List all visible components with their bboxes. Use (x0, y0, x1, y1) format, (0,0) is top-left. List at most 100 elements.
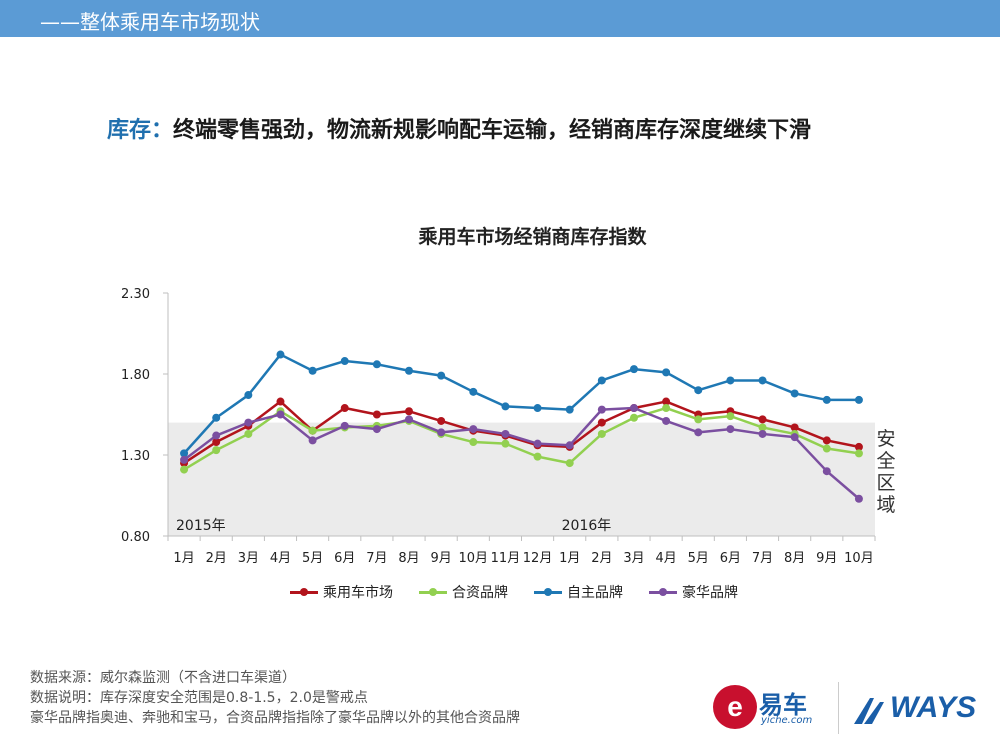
data-point (597, 376, 606, 385)
data-point (405, 366, 414, 375)
subtitle-text: 终端零售强劲，物流新规影响配车运输，经销商库存深度继续下滑 (173, 118, 812, 143)
data-point (276, 397, 285, 406)
chart-title: 乘用车市场经销商库存指数 (418, 226, 647, 248)
data-point (597, 429, 606, 438)
data-point (405, 415, 414, 424)
legend-swatch-marker (300, 588, 308, 596)
x-tick-label: 11月 (491, 551, 521, 566)
y-tick-label: 2.30 (121, 287, 150, 302)
series-line (183, 406, 860, 471)
data-point (662, 404, 671, 413)
x-tick-label: 3月 (238, 551, 259, 566)
legend-swatch-marker (544, 588, 552, 596)
legend-item: 合资品牌 (419, 582, 508, 602)
data-point (244, 429, 253, 438)
data-point (629, 404, 638, 413)
x-tick-label: 4月 (270, 551, 291, 566)
data-point (662, 416, 671, 425)
safe-zone-label-char: 区 (876, 472, 895, 494)
ways-wing-icon (854, 698, 884, 724)
legend-swatch (534, 586, 562, 598)
data-point (180, 455, 189, 464)
data-point (790, 423, 799, 432)
data-point (469, 387, 478, 396)
data-point (758, 429, 767, 438)
data-point (533, 404, 542, 413)
x-tick-label: 3月 (623, 551, 644, 566)
data-point (790, 433, 799, 442)
data-point (180, 449, 189, 458)
data-point (533, 439, 542, 448)
data-point (629, 365, 638, 374)
series-line (183, 353, 859, 455)
safe-zone-label-char: 全 (876, 450, 895, 472)
x-tick-label: 9月 (431, 551, 452, 566)
ways-logo-name: WAYS (890, 691, 977, 724)
x-tick-label: 8月 (784, 551, 805, 566)
legend-label: 乘用车市场 (323, 585, 393, 601)
x-tick-label: 6月 (334, 551, 355, 566)
x-tick-label: 1月 (173, 551, 194, 566)
x-tick-label: 9月 (816, 551, 837, 566)
data-point (822, 444, 831, 453)
data-point (694, 386, 703, 395)
data-point (822, 395, 831, 404)
data-point (726, 376, 735, 385)
x-tick-label: 1月 (559, 551, 580, 566)
data-point (212, 438, 221, 447)
x-tick-label: 2月 (206, 551, 227, 566)
data-point (565, 441, 574, 450)
data-point (372, 410, 381, 419)
data-point (726, 412, 735, 421)
x-tick-label: 12月 (523, 551, 553, 566)
data-point (308, 436, 317, 445)
data-point (597, 418, 606, 427)
x-tick-label: 10月 (459, 551, 489, 566)
legend-swatch (649, 586, 677, 598)
data-point (629, 413, 638, 422)
header-bar: ——整体乘用车市场现状 (0, 0, 1000, 37)
data-point (276, 410, 285, 419)
data-point (340, 357, 349, 366)
y-tick-label: 0.80 (121, 530, 150, 545)
data-point (501, 439, 510, 448)
data-point (437, 428, 446, 437)
data-point (790, 389, 799, 398)
legend-label: 合资品牌 (452, 585, 508, 601)
data-point (694, 428, 703, 437)
ways-logo: WAYS (852, 690, 992, 730)
data-point (212, 446, 221, 455)
legend-label: 自主品牌 (567, 585, 623, 601)
x-tick-label: 2月 (591, 551, 612, 566)
yiche-logo-name: 易车 (759, 691, 807, 719)
legend-swatch-marker (659, 588, 667, 596)
data-point (662, 397, 671, 406)
data-point (501, 402, 510, 411)
y-tick-label: 1.30 (121, 449, 150, 464)
legend-swatch (290, 586, 318, 598)
x-tick-label: 5月 (688, 551, 709, 566)
data-point (437, 371, 446, 380)
data-point (372, 360, 381, 369)
legend-item: 自主品牌 (534, 582, 623, 602)
data-point (758, 423, 767, 432)
header-title: ——整体乘用车市场现状 (40, 10, 260, 34)
data-point (565, 405, 574, 414)
yiche-logo: e 易车 yiche.com (713, 683, 833, 733)
data-point (758, 415, 767, 424)
data-point (854, 395, 863, 404)
x-tick-label: 6月 (720, 551, 741, 566)
safe-zone-label-char: 域 (876, 494, 895, 516)
legend-label: 豪华品牌 (682, 585, 738, 601)
data-point (822, 436, 831, 445)
data-point (308, 426, 317, 435)
footnote-brands: 豪华品牌指奥迪、奔驰和宝马，合资品牌指指除了豪华品牌以外的其他合资品牌 (30, 710, 520, 726)
data-point (597, 405, 606, 414)
data-point (469, 438, 478, 447)
x-tick-label: 7月 (366, 551, 387, 566)
x-tick-label: 7月 (752, 551, 773, 566)
yiche-logo-domain: yiche.com (761, 715, 813, 726)
chart-legend: 乘用车市场 合资品牌 自主品牌 豪华品牌 (290, 582, 738, 602)
data-point (694, 415, 703, 424)
